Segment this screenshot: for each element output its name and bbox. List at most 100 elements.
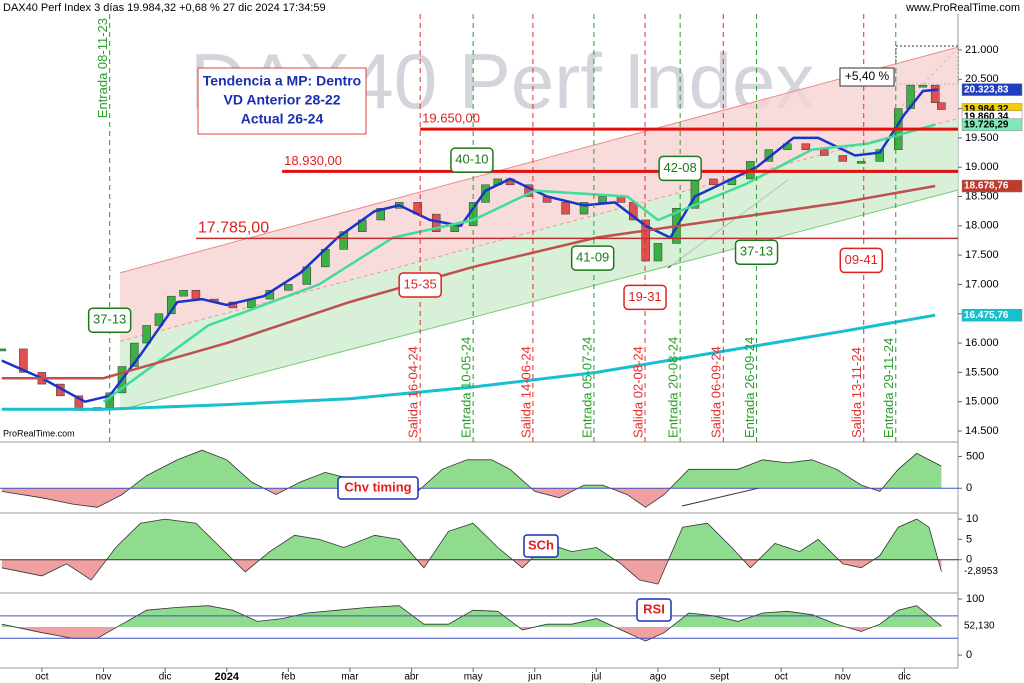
x-tick-label: feb [281,672,295,683]
signal-label: Entrada 29-11-24 [881,338,896,438]
x-tick-label: jul [590,672,601,683]
candle [130,342,139,367]
area-negative [15,627,873,642]
area-positive [130,450,942,489]
y-tick-label: 18.000 [965,220,999,232]
score-box [734,239,779,265]
score-label: 42-08 [664,160,697,175]
y-tick-label: 17.000 [965,278,999,290]
signal-label: Entrada 20-08-24 [666,337,681,438]
indicator-title-box [523,534,559,558]
ma-line [1,88,939,404]
candle [801,143,811,150]
score-label: 37-13 [93,312,126,327]
price-label-box [961,308,1023,322]
signal-label: Salida 13-11-24 [849,347,864,438]
x-tick-label: oct [35,672,49,683]
change-box [839,67,895,87]
score-box [398,272,442,298]
oscillator-line [1,518,942,585]
y-tick-label: 18.500 [965,190,999,202]
y-tick-label: 21.000 [965,44,999,56]
area-positive [106,519,939,560]
y-tick-label: 0 [966,554,972,566]
x-tick-label: abr [404,672,419,683]
change-label: +5,40 % [845,69,890,83]
score-box [570,245,615,271]
area-negative [1,488,942,508]
area-positive [1,605,942,628]
info-line: Tendencia a MP: Dentro [203,73,361,89]
score-label: 09-41 [845,252,878,267]
channel-lower-fill [120,118,958,410]
last-value-label: 52,130 [964,620,995,631]
level-label: 19.650,00 [422,111,480,126]
x-tick-label: may [464,672,483,683]
y-tick-label: 16.000 [965,337,999,349]
x-tick-label: dic [159,672,172,683]
signal-label: Salida 16-04-24 [406,346,421,438]
price-plot [0,46,958,411]
area-negative [1,559,942,585]
signal-label: Entrada 26-09-24 [742,337,757,438]
score-box [839,247,884,274]
y-tick-label: 15.500 [965,366,999,378]
channel-upper-fill [120,47,958,342]
signal-label: Entrada 08-11-23 [95,18,110,118]
x-tick-label: mar [341,672,359,683]
score-label: 37-13 [740,244,773,259]
y-tick-label: 14.500 [965,425,999,437]
y-tick-label: 20.500 [965,73,999,85]
level-label: 18.930,00 [284,153,342,168]
trend-line [681,485,769,507]
x-tick-label: ago [650,672,667,683]
candle [450,225,459,232]
candle [19,348,28,373]
indicator-title-box [636,598,672,622]
y-tick-label: 19.000 [965,161,999,173]
indicator-title-box [337,476,419,500]
candle [641,219,650,262]
candle [937,102,946,110]
candle [709,178,718,186]
price-label: 19.860,34 [964,111,1009,122]
oscillator-line [1,605,942,642]
price-label-box [961,118,1023,131]
candle [653,243,663,262]
channel-mid [120,118,958,342]
candle [561,202,570,215]
score-label: 40-10 [455,152,488,167]
info-line: VD Anterior 28-22 [224,92,341,108]
score-box [450,147,494,173]
y-tick-label: 5 [966,533,972,545]
candle [154,313,164,326]
channel-upper [120,46,958,274]
candle [579,202,589,215]
x-tick-label: nov [95,672,111,683]
indicator-title: Chv timing [344,479,411,494]
candle [191,290,201,300]
score-label: 15-35 [404,276,437,291]
y-tick-label: 17.500 [965,249,999,261]
oscillator-line [1,449,942,508]
y-tick-label: 19.500 [965,132,999,144]
candle [481,184,490,203]
candle [820,149,829,156]
x-tick-label: 2024 [214,671,239,683]
price-label: 19.726,29 [964,119,1009,130]
candle [0,348,7,352]
score-box [658,155,702,182]
signal-label: Salida 14-06-24 [518,346,533,438]
y-tick-label: 500 [966,450,984,462]
y-tick-label: 0 [966,649,972,661]
price-label: 16.475,76 [964,310,1009,321]
x-tick-label: sept [710,672,729,683]
chart-title: DAX40 Perf Index 3 días 19.984,32 +0,68 … [3,2,326,14]
y-tick-label: 0 [966,482,972,494]
x-tick-label: nov [835,672,851,683]
y-tick-label: 15.000 [965,396,999,408]
candle [142,325,151,344]
y-tick-label: 10 [966,513,978,525]
source: www.ProRealTime.com [905,2,1020,14]
